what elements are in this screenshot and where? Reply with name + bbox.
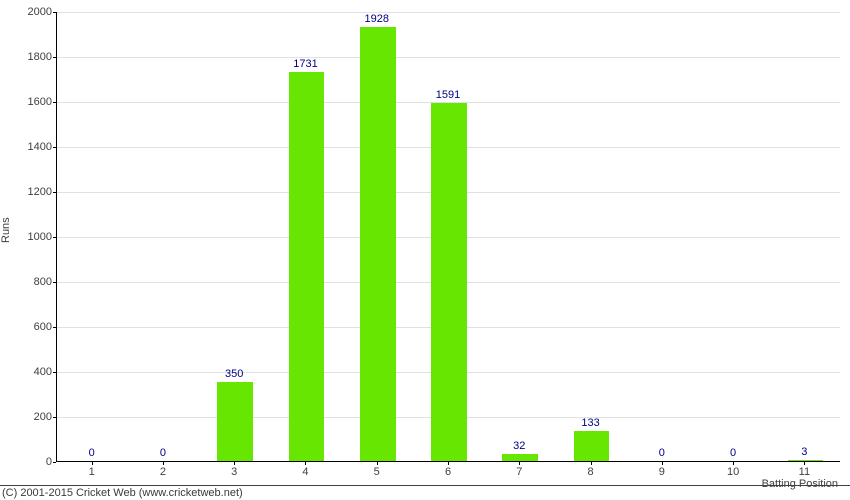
xtick-label: 1 <box>89 466 95 478</box>
bar-value-label: 1928 <box>364 13 388 25</box>
ytick-mark <box>53 372 56 373</box>
chart-container: Runs Batting Position (C) 2001-2015 Cric… <box>0 0 850 500</box>
bar-value-label: 32 <box>513 440 525 452</box>
bar-value-label: 0 <box>89 447 95 459</box>
xtick-mark <box>591 462 592 465</box>
bar <box>289 72 325 461</box>
xtick-mark <box>92 462 93 465</box>
xtick-label: 9 <box>659 466 665 478</box>
ytick-mark <box>53 57 56 58</box>
bar <box>431 103 467 461</box>
xtick-label: 7 <box>516 466 522 478</box>
x-axis-label: Batting Position <box>762 478 838 490</box>
ytick-label: 600 <box>6 321 52 333</box>
xtick-label: 5 <box>374 466 380 478</box>
xtick-mark <box>234 462 235 465</box>
ytick-mark <box>53 282 56 283</box>
xtick-label: 8 <box>587 466 593 478</box>
xtick-mark <box>804 462 805 465</box>
xtick-label: 2 <box>160 466 166 478</box>
ytick-label: 1800 <box>6 51 52 63</box>
xtick-label: 4 <box>302 466 308 478</box>
bar-value-label: 0 <box>160 447 166 459</box>
ytick-label: 400 <box>6 366 52 378</box>
bar <box>502 454 538 461</box>
gridline <box>57 12 840 13</box>
bar-value-label: 350 <box>225 368 243 380</box>
bar-value-label: 0 <box>659 447 665 459</box>
gridline <box>57 57 840 58</box>
ytick-label: 2000 <box>6 6 52 18</box>
ytick-label: 1600 <box>6 96 52 108</box>
bar-value-label: 1591 <box>436 89 460 101</box>
ytick-mark <box>53 327 56 328</box>
bar-value-label: 133 <box>581 417 599 429</box>
ytick-mark <box>53 147 56 148</box>
ytick-mark <box>53 417 56 418</box>
ytick-mark <box>53 192 56 193</box>
copyright-text: (C) 2001-2015 Cricket Web (www.cricketwe… <box>2 487 243 499</box>
ytick-mark <box>53 12 56 13</box>
xtick-mark <box>662 462 663 465</box>
bar-value-label: 1731 <box>293 58 317 70</box>
xtick-mark <box>733 462 734 465</box>
xtick-mark <box>519 462 520 465</box>
xtick-mark <box>305 462 306 465</box>
xtick-label: 6 <box>445 466 451 478</box>
ytick-label: 1200 <box>6 186 52 198</box>
xtick-mark <box>163 462 164 465</box>
ytick-label: 800 <box>6 276 52 288</box>
ytick-mark <box>53 237 56 238</box>
xtick-label: 3 <box>231 466 237 478</box>
copyright-divider <box>0 485 850 486</box>
ytick-label: 0 <box>6 456 52 468</box>
ytick-label: 1000 <box>6 231 52 243</box>
bar-value-label: 3 <box>801 446 807 458</box>
bar <box>217 382 253 461</box>
ytick-label: 1400 <box>6 141 52 153</box>
bar-value-label: 0 <box>730 447 736 459</box>
ytick-label: 200 <box>6 411 52 423</box>
plot-area <box>56 12 840 462</box>
xtick-label: 10 <box>727 466 739 478</box>
xtick-mark <box>377 462 378 465</box>
xtick-mark <box>448 462 449 465</box>
ytick-mark <box>53 462 56 463</box>
bar <box>788 460 824 461</box>
ytick-mark <box>53 102 56 103</box>
bar <box>574 431 610 461</box>
xtick-label: 11 <box>799 466 810 478</box>
bar <box>360 27 396 461</box>
